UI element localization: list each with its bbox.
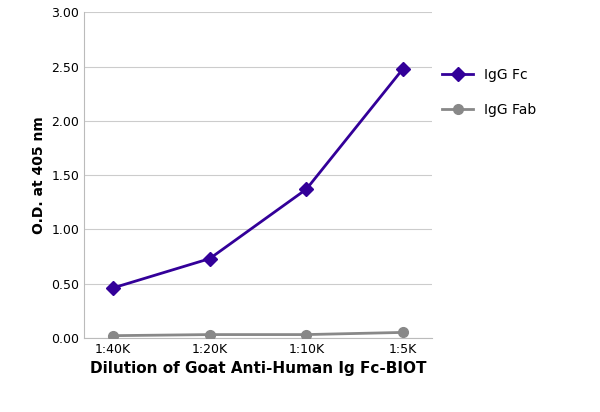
Y-axis label: O.D. at 405 nm: O.D. at 405 nm	[32, 116, 46, 234]
Line: IgG Fc: IgG Fc	[108, 64, 408, 293]
IgG Fc	[206, 256, 213, 261]
IgG Fc	[303, 187, 310, 192]
Line: IgG Fab: IgG Fab	[108, 328, 408, 341]
X-axis label: Dilution of Goat Anti-Human Ig Fc-BIOT: Dilution of Goat Anti-Human Ig Fc-BIOT	[90, 361, 426, 376]
Legend: IgG Fc, IgG Fab: IgG Fc, IgG Fab	[442, 68, 536, 117]
IgG Fab	[206, 332, 213, 337]
IgG Fab	[400, 330, 407, 335]
IgG Fc	[400, 66, 407, 71]
IgG Fab	[109, 333, 116, 338]
IgG Fab	[303, 332, 310, 337]
IgG Fc	[109, 286, 116, 290]
